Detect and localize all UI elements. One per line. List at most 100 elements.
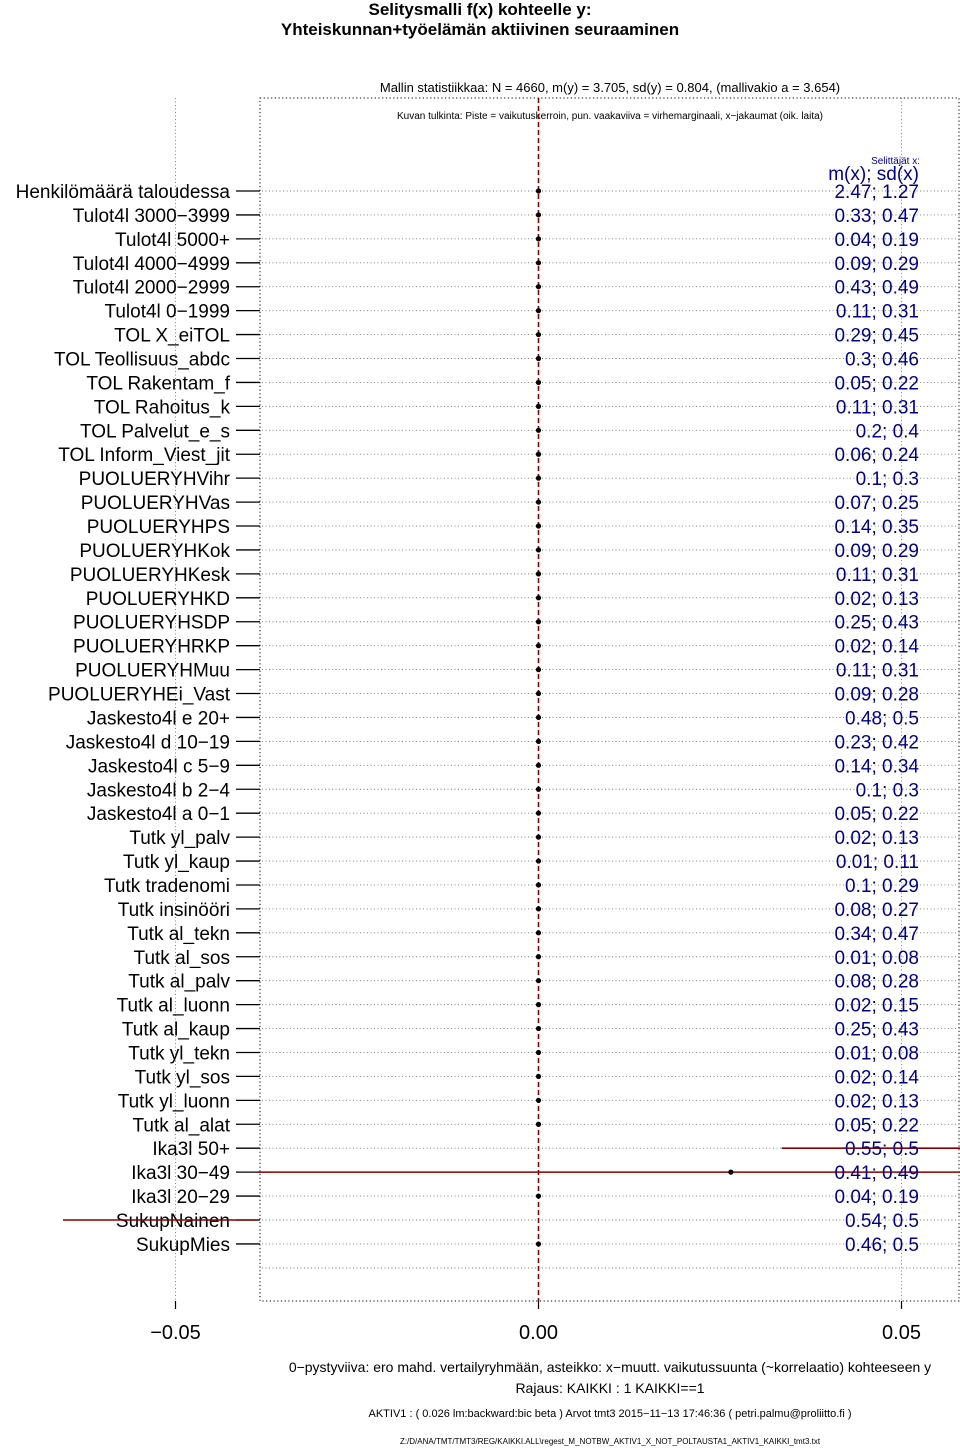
coef-point	[535, 643, 542, 649]
row-stats: 0.09; 0.28	[834, 685, 919, 706]
coef-point	[535, 188, 542, 194]
row-stats: 0.02; 0.14	[834, 1067, 919, 1088]
coef-point	[535, 978, 542, 984]
row-stats: 0.06; 0.24	[834, 445, 919, 466]
row-stats: 0.25; 0.43	[834, 613, 919, 634]
row-stats: 0.1; 0.3	[856, 469, 919, 490]
coef-point	[535, 1241, 542, 1247]
x-tick-label: 0.05	[882, 1322, 921, 1344]
row-label: Tutk tradenomi	[104, 876, 230, 897]
row-label: Jaskesto4l b 2−4	[87, 780, 231, 801]
row-label: Tutk al_kaup	[122, 1020, 230, 1041]
coef-point	[535, 1121, 542, 1127]
coef-point	[535, 308, 542, 314]
row-stats: 0.1; 0.3	[856, 780, 919, 801]
coef-point	[535, 284, 542, 290]
row-label: Ika3l 20−29	[131, 1187, 230, 1208]
coef-point	[535, 690, 542, 697]
row-label: SukupNainen	[116, 1211, 230, 1232]
row-stats: 0.14; 0.35	[834, 517, 919, 538]
row-label: TOL Inform_Viest_jit	[58, 445, 231, 466]
row-label: Tutk al_luonn	[117, 996, 230, 1017]
footer-model-info: AKTIV1 : ( 0.026 lm:backward:bic beta ) …	[368, 1408, 852, 1420]
footer-axis-explanation: 0−pystyviiva: ero mahd. vertailyryhmään,…	[288, 1359, 932, 1375]
coef-point	[535, 882, 542, 888]
row-label: Tulot4l 4000−4999	[73, 254, 230, 275]
coef-point	[535, 667, 542, 673]
coef-point	[535, 451, 542, 457]
row-label: Tutk yl_palv	[129, 828, 230, 849]
row-stats: 0.46; 0.5	[845, 1235, 919, 1256]
coef-point	[535, 403, 542, 409]
row-label: PUOLUERYHKok	[79, 541, 230, 562]
coef-point	[535, 379, 542, 386]
row-label: PUOLUERYHVihr	[79, 469, 231, 490]
row-label: PUOLUERYHKesk	[70, 565, 231, 586]
row-label: Tulot4l 2000−2999	[73, 278, 230, 299]
row-stats: 0.29; 0.45	[834, 326, 919, 347]
row-label: Jaskesto4l d 10−19	[66, 732, 230, 753]
coef-point	[535, 714, 542, 721]
coef-point	[535, 1049, 542, 1056]
row-stats: 0.05; 0.22	[834, 373, 919, 394]
row-stats: 0.02; 0.13	[834, 1091, 919, 1112]
row-stats: 0.04; 0.19	[834, 230, 919, 251]
coef-point	[535, 1193, 542, 1199]
row-label: Tutk insinööri	[118, 900, 230, 921]
row-label: Tutk yl_kaup	[123, 852, 230, 873]
coef-point	[535, 1097, 542, 1103]
row-stats: 0.01; 0.08	[834, 1043, 919, 1064]
stats-legend-header: m(x); sd(x)	[828, 164, 919, 185]
chart-title-line2: Yhteiskunnan+työelämän aktiivinen seuraa…	[280, 20, 680, 39]
row-label: PUOLUERYHPS	[87, 517, 230, 538]
coef-point	[535, 834, 542, 840]
coef-point	[535, 475, 542, 481]
coef-point	[535, 571, 542, 577]
coef-point	[535, 355, 542, 362]
coef-point	[535, 786, 542, 792]
row-stats: 0.02; 0.14	[834, 637, 919, 658]
row-label: Tutk yl_luonn	[118, 1091, 230, 1112]
row-stats: 0.01; 0.11	[836, 852, 919, 873]
coef-point	[535, 427, 542, 433]
coef-point	[535, 1025, 542, 1032]
row-stats: 0.3; 0.46	[845, 350, 919, 371]
coef-point	[535, 547, 542, 553]
row-stats: 0.54; 0.5	[845, 1211, 919, 1232]
row-stats: 0.11; 0.31	[836, 565, 919, 586]
interpretation-note: Kuvan tulkinta: Piste = vaikutuskerroin,…	[396, 111, 824, 122]
chart-title-line1: Selitysmalli f(x) kohteelle y:	[368, 0, 592, 19]
coef-point	[535, 523, 542, 529]
row-label: PUOLUERYHMuu	[75, 661, 230, 682]
row-stats: 0.33; 0.47	[834, 206, 919, 227]
row-label: TOL Palvelut_e_s	[80, 421, 230, 442]
row-label: PUOLUERYHRKP	[73, 637, 230, 658]
coef-point	[535, 954, 542, 960]
row-label: Tutk al_tekn	[127, 924, 230, 945]
row-label: Tutk yl_sos	[135, 1067, 230, 1088]
coef-point	[535, 738, 542, 744]
model-statistics: Mallin statistiikkaa: N = 4660, m(y) = 3…	[379, 80, 841, 95]
row-stats: 0.09; 0.29	[834, 541, 919, 562]
row-stats: 0.02; 0.13	[834, 828, 919, 849]
row-label: Tutk al_alat	[132, 1115, 230, 1136]
row-stats: 0.04; 0.19	[834, 1187, 919, 1208]
row-stats: 0.08; 0.27	[834, 900, 919, 921]
row-label: Henkilömäärä taloudessa	[16, 182, 231, 203]
row-stats: 0.14; 0.34	[834, 756, 919, 777]
coef-point	[535, 499, 542, 505]
row-label: PUOLUERYHSDP	[73, 613, 230, 634]
row-label: PUOLUERYHVas	[81, 493, 230, 514]
row-label: Jaskesto4l e 20+	[87, 708, 230, 729]
row-stats: 0.41; 0.49	[834, 1163, 919, 1184]
coef-point	[535, 906, 542, 912]
coef-point	[535, 595, 542, 601]
row-stats: 0.05; 0.22	[834, 1115, 919, 1136]
coef-point	[535, 1073, 542, 1080]
row-stats: 0.1; 0.29	[845, 876, 919, 897]
coef-point	[728, 1169, 734, 1175]
row-stats: 0.2; 0.4	[856, 421, 920, 442]
x-tick-label: 0.00	[519, 1322, 558, 1344]
coef-point	[535, 212, 542, 218]
